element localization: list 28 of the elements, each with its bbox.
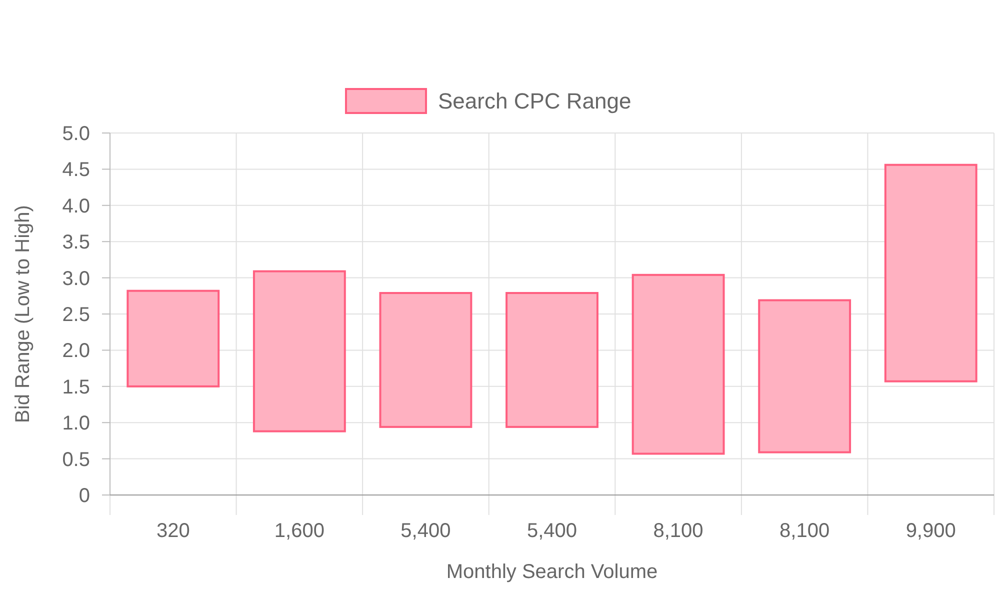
y-axis-title: Bid Range (Low to High) <box>12 205 34 423</box>
bar <box>632 274 725 455</box>
x-tick-label: 8,100 <box>653 520 704 542</box>
x-tick-label: 1,600 <box>274 520 324 542</box>
bar <box>252 270 346 432</box>
y-tick-label: 1.0 <box>62 412 90 435</box>
x-tick-label: 320 <box>156 520 190 542</box>
y-tick-label: 3.0 <box>62 268 90 290</box>
x-tick-label: 5,400 <box>526 520 578 542</box>
x-tick-label: 8,100 <box>780 520 830 542</box>
bar <box>379 292 472 428</box>
y-tick-label: 2.5 <box>62 304 90 326</box>
y-tick-label: 2.0 <box>62 340 90 362</box>
legend-label: Search CPC Range <box>438 88 632 114</box>
bar <box>126 290 220 388</box>
x-tick-label: 9,900 <box>906 520 956 542</box>
y-tick-label: 4.5 <box>62 159 90 182</box>
y-tick-label: 0 <box>78 485 90 507</box>
y-tick-label: 5.0 <box>62 123 90 145</box>
bar <box>506 292 598 428</box>
y-tick-label: 0.5 <box>62 448 90 471</box>
y-tick-label: 1.5 <box>62 376 90 398</box>
x-tick-label: 5,400 <box>400 520 451 542</box>
y-tick-label: 3.5 <box>62 232 90 254</box>
x-axis-title: Monthly Search Volume <box>446 561 658 583</box>
bar <box>758 299 852 454</box>
y-tick-label: 4.0 <box>62 195 90 218</box>
bar <box>884 164 978 382</box>
